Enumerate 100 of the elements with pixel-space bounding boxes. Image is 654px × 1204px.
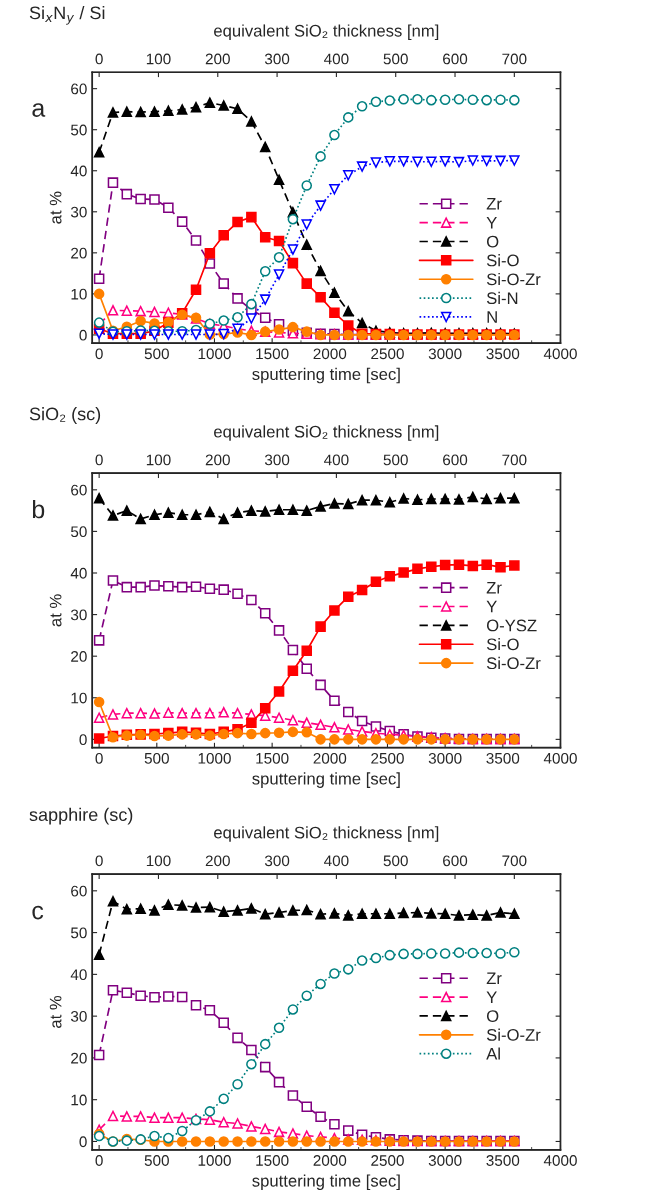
x2-tick-label: 500 (383, 454, 408, 466)
y-tick-label: 40 (70, 567, 87, 579)
x2-tick-label: 100 (146, 454, 171, 466)
x-tick-label: 0 (95, 1155, 103, 1166)
x-tick-label: 2500 (371, 752, 404, 764)
x-tick-label: 1500 (256, 752, 289, 764)
x-tick-label: 0 (95, 752, 103, 764)
legend-label: Si-O (486, 254, 519, 267)
x-tick-label: 500 (144, 1155, 169, 1166)
legend-label: Al (486, 1047, 500, 1060)
y-tick-label: 50 (70, 526, 87, 538)
legend-label: Zr (486, 972, 502, 985)
y-tick-label: 30 (70, 206, 87, 218)
x2-tick-label: 600 (443, 53, 468, 65)
x-tick-label: 4000 (543, 1155, 577, 1166)
x-tick-label: 1000 (198, 1155, 231, 1166)
x-axis-title: sputtering time [sec] (252, 367, 400, 384)
legend-label: Y (486, 991, 497, 1003)
x-tick-label: 0 (95, 348, 103, 360)
legend-label: Si-O-Zr (486, 272, 541, 286)
y-tick-label: 20 (71, 247, 87, 259)
text: a (32, 103, 46, 117)
chart-title: SiO₂ (sc) (29, 407, 101, 424)
x-tick-label: 500 (144, 752, 169, 764)
x-tick-label: 2000 (313, 1155, 347, 1166)
x2-tick-label: 600 (443, 855, 468, 867)
x2-tick-label: 400 (324, 855, 349, 867)
chart-title: Si$_{x}$N$_{y}$ / Si (29, 5, 105, 25)
legend-label: O (486, 235, 499, 248)
y-tick-label: 60 (71, 484, 87, 496)
y-axis-title: at % (49, 191, 62, 224)
legend-label: Si-O-Zr (486, 1028, 541, 1041)
x-tick-label: 1000 (198, 348, 231, 360)
y-tick-label: 20 (71, 1052, 87, 1064)
y-tick-label: 30 (70, 1011, 87, 1022)
x-tick-label: 1000 (198, 752, 231, 764)
x-tick-label: 500 (144, 348, 169, 360)
y-tick-label: 0 (79, 329, 87, 341)
x2-tick-label: 700 (502, 454, 527, 466)
y-tick-label: 60 (71, 83, 87, 95)
x2-tick-label: 300 (264, 454, 290, 466)
x-axis-title: sputtering time [sec] (252, 1174, 400, 1191)
text: b (32, 499, 45, 519)
y-tick-label: 10 (71, 288, 87, 300)
y-axis-title: at % (49, 995, 62, 1028)
y-tick-label: 50 (70, 124, 87, 136)
y-tick-label: 20 (71, 651, 87, 662)
y-tick-label: 40 (70, 165, 87, 177)
x2-tick-label: 700 (502, 855, 527, 867)
legend-label: O-YSZ (486, 619, 537, 632)
x-tick-label: 2000 (313, 752, 347, 764)
x2-tick-label: 600 (443, 454, 468, 466)
x2-tick-label: 700 (502, 53, 527, 65)
x-tick-label: 3000 (428, 348, 462, 360)
x2-tick-label: 100 (146, 855, 171, 867)
y-tick-label: 10 (71, 692, 87, 704)
y-tick-label: 0 (79, 734, 87, 746)
x-axis-title: sputtering time [sec] (252, 772, 400, 788)
x2-tick-label: 0 (95, 855, 103, 867)
x2-tick-label: 300 (264, 53, 290, 65)
text: c (32, 905, 44, 920)
x-tick-label: 4000 (543, 752, 577, 764)
y-axis-title: at % (49, 594, 62, 627)
y-tick-label: 50 (70, 927, 87, 939)
legend-label: Si-O-Zr (486, 656, 541, 670)
x-tick-label: 3500 (486, 1155, 520, 1166)
x2-tick-label: 200 (205, 855, 230, 867)
x2-tick-label: 400 (324, 454, 349, 466)
legend-label: N (487, 311, 497, 323)
legend-label: Si-N (486, 291, 518, 305)
y-tick-label: 40 (70, 969, 87, 981)
legend-label: Zr (486, 582, 502, 594)
legend-label: Si-O (486, 638, 519, 651)
x2-tick-label: 200 (205, 454, 230, 466)
x2-axis-title: equivalent SiO₂ thickness [nm] (214, 24, 439, 40)
x-tick-label: 1500 (256, 1155, 289, 1166)
x-tick-label: 3000 (428, 752, 462, 764)
legend-label: O (486, 1010, 499, 1022)
x2-tick-label: 400 (324, 53, 349, 65)
x2-tick-label: 0 (95, 53, 103, 65)
chart-title: sapphire (sc) (29, 807, 133, 825)
x-tick-label: 3500 (486, 752, 520, 764)
x-tick-label: 2500 (371, 1155, 404, 1166)
y-tick-label: 60 (71, 885, 87, 897)
y-tick-label: 10 (71, 1094, 87, 1106)
x-tick-label: 3500 (486, 348, 520, 360)
legend-label: Y (486, 600, 497, 613)
x-tick-label: 2000 (313, 348, 347, 360)
x2-tick-label: 0 (95, 454, 103, 466)
y-tick-label: 0 (79, 1136, 87, 1148)
x-tick-label: 3000 (428, 1155, 462, 1166)
legend-label: Zr (486, 198, 502, 210)
x2-tick-label: 200 (205, 53, 230, 65)
x2-tick-label: 500 (383, 855, 408, 867)
x2-tick-label: 100 (146, 53, 171, 65)
x2-axis-title: equivalent SiO₂ thickness [nm] (214, 826, 439, 842)
x2-tick-label: 500 (383, 53, 408, 65)
x2-axis-title: equivalent SiO₂ thickness [nm] (214, 425, 439, 441)
y-tick-label: 30 (70, 609, 87, 621)
x-tick-label: 4000 (543, 348, 577, 360)
